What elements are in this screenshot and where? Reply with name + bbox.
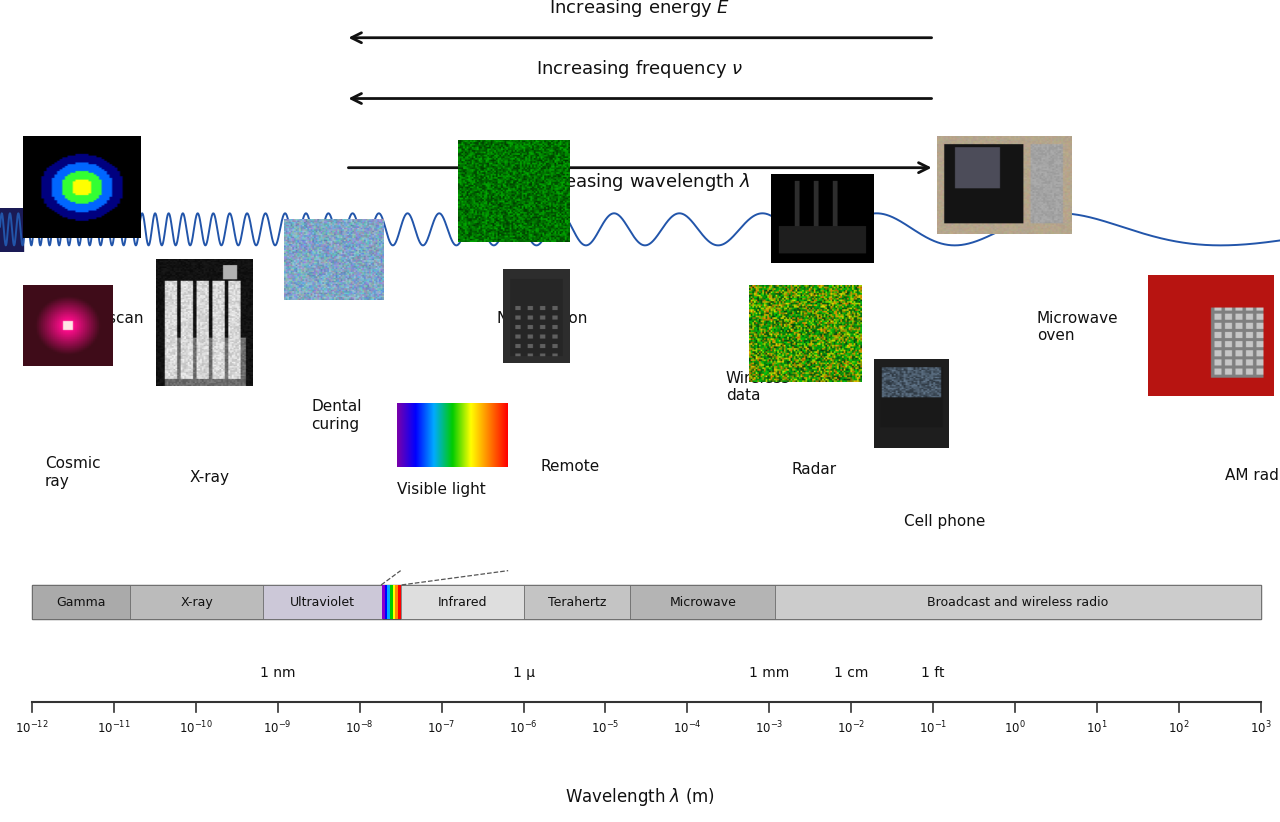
Text: Remote: Remote: [540, 459, 599, 474]
Text: 1 ft: 1 ft: [922, 667, 945, 681]
Bar: [32, 585, 131, 619]
Text: $10^{-1}$: $10^{-1}$: [919, 720, 947, 737]
Text: Visible light: Visible light: [397, 482, 485, 497]
Text: $10^{-10}$: $10^{-10}$: [179, 720, 212, 737]
Bar: [524, 585, 631, 619]
Text: $10^{-7}$: $10^{-7}$: [428, 720, 456, 737]
Text: 1 mm: 1 mm: [749, 667, 790, 681]
Text: Cell phone: Cell phone: [904, 514, 986, 529]
Text: $10^{2}$: $10^{2}$: [1169, 720, 1189, 737]
Text: Infrared: Infrared: [438, 596, 486, 608]
Text: $10^{-12}$: $10^{-12}$: [15, 720, 49, 737]
Text: Broadcast and wireless radio: Broadcast and wireless radio: [928, 596, 1108, 608]
Text: Wavelength $\lambda$ (m): Wavelength $\lambda$ (m): [564, 786, 716, 808]
Text: $10^{-11}$: $10^{-11}$: [97, 720, 131, 737]
Text: X-ray: X-ray: [180, 596, 212, 608]
Text: 1 cm: 1 cm: [835, 667, 868, 681]
Text: AM radio: AM radio: [1225, 468, 1280, 483]
Text: 1 μ: 1 μ: [512, 667, 535, 681]
Text: Increasing frequency $\nu$: Increasing frequency $\nu$: [536, 58, 744, 80]
Text: $10^{-3}$: $10^{-3}$: [755, 720, 783, 737]
Text: $10^{-6}$: $10^{-6}$: [509, 720, 538, 737]
Bar: [776, 585, 1261, 619]
Text: X-ray: X-ray: [189, 469, 229, 484]
Text: Terahertz: Terahertz: [548, 596, 607, 608]
Bar: [396, 585, 398, 619]
Bar: [385, 585, 388, 619]
Text: $10^{3}$: $10^{3}$: [1251, 720, 1271, 737]
Text: $10^{-4}$: $10^{-4}$: [673, 720, 701, 737]
Bar: [390, 585, 393, 619]
Bar: [131, 585, 262, 619]
Text: Increasing energy $E$: Increasing energy $E$: [549, 0, 731, 19]
Text: Night vision: Night vision: [497, 311, 588, 326]
Text: Ultraviolet: Ultraviolet: [291, 596, 355, 608]
Text: Gamma: Gamma: [56, 596, 106, 608]
Bar: [398, 585, 401, 619]
Text: $10^{1}$: $10^{1}$: [1087, 720, 1107, 737]
Bar: [631, 585, 776, 619]
Bar: [32, 585, 1261, 619]
Text: 1 nm: 1 nm: [260, 667, 296, 681]
Bar: [393, 585, 396, 619]
Text: $10^{-5}$: $10^{-5}$: [591, 720, 620, 737]
Bar: [388, 585, 390, 619]
Bar: [383, 585, 385, 619]
Bar: [401, 585, 524, 619]
Bar: [262, 585, 383, 619]
Text: Microwave
oven: Microwave oven: [1037, 311, 1119, 343]
Text: PET  scan: PET scan: [70, 311, 143, 326]
Text: Dental
curing: Dental curing: [311, 399, 361, 432]
Text: Increasing wavelength $\lambda$: Increasing wavelength $\lambda$: [530, 171, 750, 193]
Text: $10^{-9}$: $10^{-9}$: [264, 720, 292, 737]
Text: Microwave: Microwave: [669, 596, 736, 608]
Text: Wireless
data: Wireless data: [726, 371, 790, 403]
Text: $10^{-8}$: $10^{-8}$: [346, 720, 374, 737]
Text: $10^{-2}$: $10^{-2}$: [837, 720, 865, 737]
Text: Cosmic
ray: Cosmic ray: [45, 456, 100, 489]
Text: Radar: Radar: [791, 462, 836, 477]
Text: $10^{0}$: $10^{0}$: [1005, 720, 1025, 737]
